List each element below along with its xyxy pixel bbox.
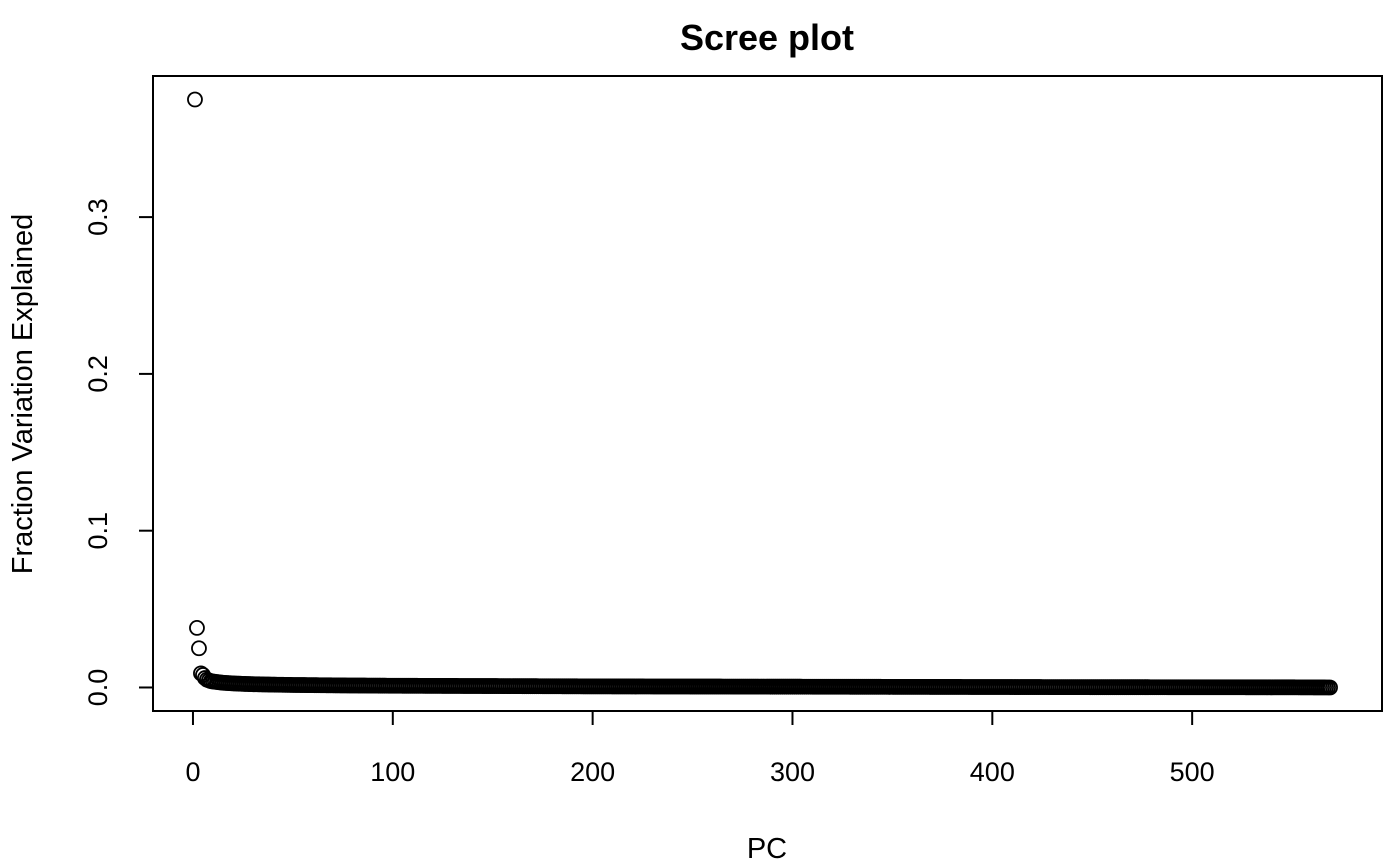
x-tick-label: 200 — [570, 757, 615, 787]
x-axis-title: PC — [747, 833, 787, 865]
x-tick-label: 300 — [770, 757, 815, 787]
data-point — [191, 640, 207, 657]
x-tick-label: 500 — [1170, 757, 1215, 787]
data-point — [187, 91, 203, 108]
y-axis-title: Fraction Variation Explained — [7, 214, 39, 575]
plot-frame — [152, 75, 1383, 712]
data-point — [189, 620, 205, 636]
x-tick-label: 400 — [970, 757, 1015, 787]
y-tick-label: 0.1 — [83, 512, 113, 550]
x-axis: 0 100 200 300 400 500 — [185, 710, 1215, 787]
y-tick-label: 0.3 — [83, 198, 113, 236]
data-points — [187, 91, 1338, 696]
y-axis: 0.0 0.1 0.2 0.3 — [83, 198, 154, 707]
data-point — [1322, 679, 1338, 696]
x-tick-label: 0 — [185, 757, 200, 787]
chart-title: Scree plot — [680, 17, 854, 58]
x-tick-label: 100 — [370, 757, 415, 787]
y-tick-label: 0.0 — [83, 669, 113, 707]
y-tick-label: 0.2 — [83, 355, 113, 393]
